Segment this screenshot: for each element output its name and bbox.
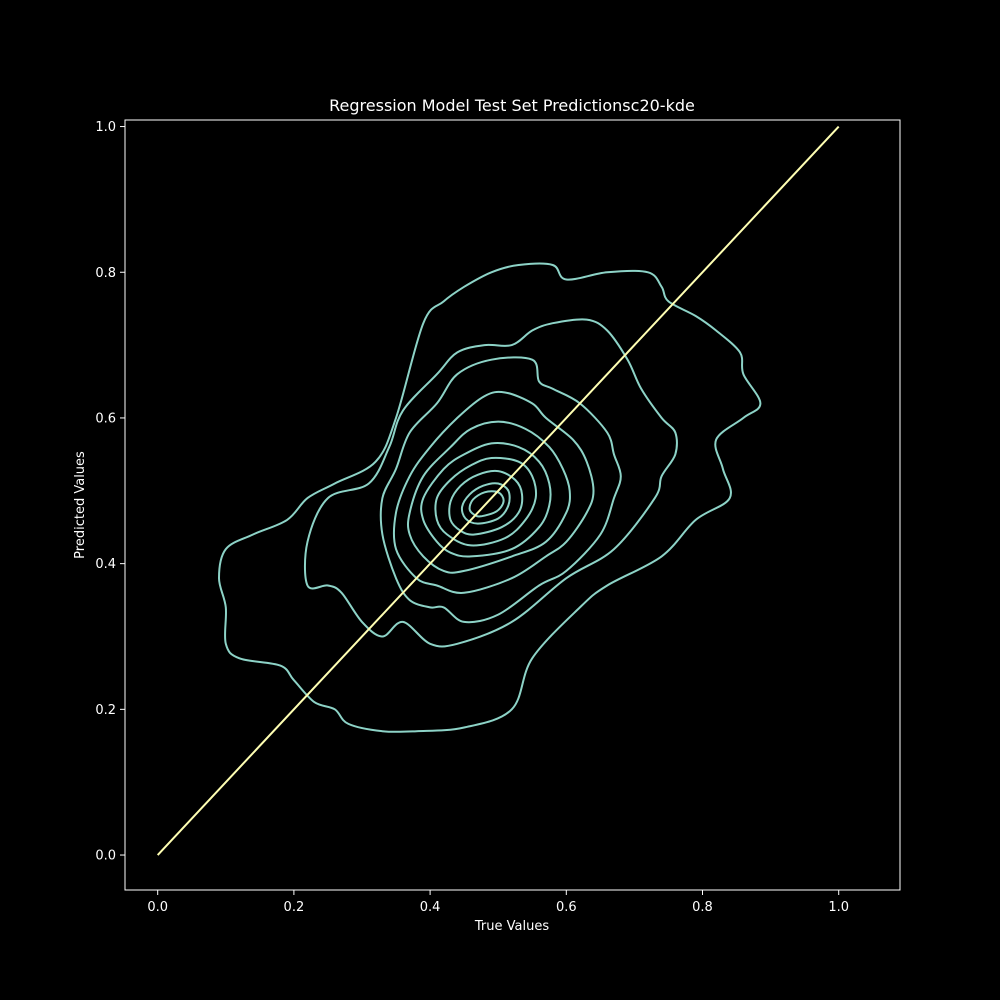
x-axis-ticks: 0.0 0.2 0.4 0.6 0.8 1.0 <box>147 890 849 915</box>
kde-contour-level-1 <box>217 262 762 733</box>
kde-contour-level-5 <box>406 420 571 574</box>
x-tick-label: 0.6 <box>556 900 577 915</box>
x-tick-label: 0.4 <box>420 900 441 915</box>
y-tick-label: 0.6 <box>95 411 116 426</box>
x-tick-label: 0.0 <box>147 900 168 915</box>
kde-contour-level-6 <box>420 442 552 558</box>
plot-frame <box>124 119 901 891</box>
identity-line <box>156 125 840 856</box>
chart-title: Regression Model Test Set Predictionsc20… <box>329 96 695 115</box>
kde-contours <box>217 262 762 733</box>
y-axis-label: Predicted Values <box>73 451 88 559</box>
kde-contour-level-9 <box>460 482 511 525</box>
kde-contour-level-2 <box>303 318 678 648</box>
x-axis-label: True Values <box>474 919 549 934</box>
identity-line-group <box>156 125 840 856</box>
kde-contour-level-7 <box>434 456 538 547</box>
y-tick-label: 0.4 <box>95 557 116 572</box>
kde-contour-level-3 <box>379 356 622 624</box>
x-tick-label: 0.2 <box>284 900 305 915</box>
kde-contour-level-10 <box>468 490 505 518</box>
kde-contour-level-4 <box>392 390 595 594</box>
x-tick-label: 0.8 <box>692 900 713 915</box>
y-tick-label: 0.2 <box>95 703 116 718</box>
y-axis-ticks: 0.0 0.2 0.4 0.6 0.8 1.0 <box>95 120 125 864</box>
kde-contour-level-8 <box>448 469 524 536</box>
x-tick-label: 1.0 <box>828 900 849 915</box>
y-tick-label: 1.0 <box>95 120 116 135</box>
y-tick-label: 0.0 <box>95 849 116 864</box>
y-tick-label: 0.8 <box>95 266 116 281</box>
